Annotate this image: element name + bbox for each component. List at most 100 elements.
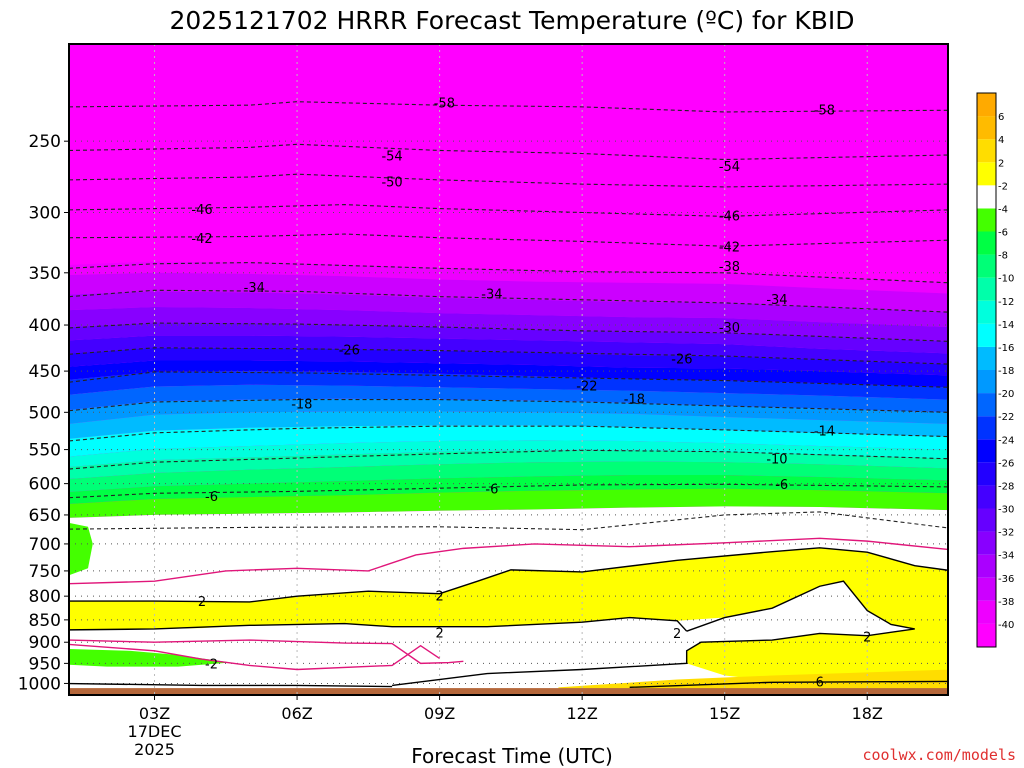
temperature-band [69, 261, 948, 294]
isotherm-label: -54 [381, 150, 402, 165]
isotherm-label: 2 [435, 590, 443, 605]
isotherm-line [69, 347, 948, 365]
temperature-band [69, 323, 948, 354]
isotherm-label: 2 [435, 626, 443, 641]
isotherm-label: -42 [191, 232, 212, 247]
temperature-band [69, 425, 948, 457]
isotherm-line [69, 399, 948, 413]
y-tick-label: 1000 [18, 674, 61, 694]
temperature-band [69, 335, 948, 365]
temperature-band [69, 371, 948, 400]
plot-field: -58 -58 -54 -54 -50 -46 -46 -42 -42 -38 -34 -34 -34 -… [69, 44, 948, 695]
x-tick-label: 12Z [566, 704, 597, 723]
colorbar-label: -20 [998, 389, 1014, 400]
y-axis: 2503003504004505005506006507007508008509… [18, 132, 69, 694]
colorbar-label: -24 [998, 435, 1014, 446]
isotherm-label: 2 [198, 595, 206, 610]
isotherm-label: -54 [719, 160, 740, 175]
isotherm-label: -6 [775, 478, 788, 493]
cold-pocket-upper [69, 522, 93, 576]
colorbar-swatch [977, 577, 996, 601]
colorbar-swatch [977, 93, 996, 117]
colorbar-swatch [977, 277, 996, 301]
colorbar-frame [976, 92, 997, 648]
isotherm-line-2c [392, 580, 915, 687]
freezing-line [69, 537, 948, 585]
isotherm-label: -2 [205, 658, 218, 673]
isotherm-label: -50 [381, 176, 402, 191]
isotherm-line [69, 425, 948, 442]
colorbar-label: -36 [998, 574, 1014, 585]
colorbar-label: -22 [998, 412, 1014, 423]
isotherm-label: -34 [766, 293, 787, 308]
y-tick-label: 300 [29, 204, 61, 224]
isotherm-label: -42 [719, 240, 740, 255]
isotherm-label: -30 [719, 321, 740, 336]
isotherm-label: -18 [291, 397, 312, 412]
isotherm-label: 6 [816, 675, 824, 690]
y-tick-label: 600 [29, 475, 61, 495]
colorbar-swatch [977, 485, 996, 509]
colorbar-swatch [977, 393, 996, 417]
isotherm-label: -6 [485, 482, 498, 497]
temperature-band [69, 488, 948, 518]
colorbar-label: -26 [998, 458, 1014, 469]
y-tick-label: 500 [29, 403, 61, 423]
isotherm-line-2c [69, 616, 688, 632]
colorbar-label: -34 [998, 551, 1014, 562]
colorbar-label: -32 [998, 528, 1014, 539]
warm-layer [69, 547, 948, 695]
isotherm-line [69, 449, 948, 470]
isotherm-label: -34 [244, 281, 265, 296]
isotherm-line [69, 371, 948, 388]
y-tick-label: 950 [29, 654, 61, 674]
isotherm-label: -22 [576, 379, 597, 394]
x-tick-label: 09Z [424, 704, 455, 723]
isotherm-line [69, 289, 948, 313]
colorbar-swatch [977, 116, 996, 140]
x-tick-label: 18Z [852, 704, 883, 723]
colorbar-swatch [977, 346, 996, 370]
isotherm-line-6c [629, 680, 948, 689]
colorbar-swatch [977, 208, 996, 232]
isotherm-label: -18 [624, 393, 645, 408]
y-tick-label: 250 [29, 132, 61, 152]
x-tick-label: 03Z [139, 704, 170, 723]
colorbar-swatch [977, 323, 996, 347]
colorbar-label: -4 [998, 204, 1008, 215]
y-tick-label: 900 [29, 633, 61, 653]
isotherm-label: 2 [673, 627, 681, 642]
colorbar-swatch [977, 600, 996, 624]
isotherm-label: -58 [434, 96, 455, 111]
chart-title: 2025121702 HRRR Forecast Temperature (ºC… [169, 6, 855, 35]
colorbar-label: 2 [998, 158, 1004, 169]
gridlines [69, 44, 948, 695]
colorbar-swatch [977, 231, 996, 255]
temperature-band [69, 450, 948, 480]
y-tick-label: 850 [29, 611, 61, 631]
isotherm-label: -26 [339, 344, 360, 359]
temperature-band [69, 398, 948, 424]
isotherm-label: -46 [191, 203, 212, 218]
y-tick-label: 750 [29, 562, 61, 582]
freezing-line [69, 643, 440, 671]
colorbar-label: -16 [998, 343, 1014, 354]
temperature-band [69, 291, 948, 327]
plot-frame [68, 43, 949, 696]
colorbar-label: 6 [998, 112, 1004, 123]
isotherm-line-2c [69, 682, 393, 688]
temperature-band [69, 461, 948, 493]
isotherm-line [69, 262, 948, 284]
colorbar-label: -38 [998, 597, 1014, 608]
colorbar-label: -28 [998, 481, 1014, 492]
isotherm-line [69, 511, 948, 531]
temperature-band [69, 475, 948, 504]
y-tick-label: 350 [29, 264, 61, 284]
isotherm-label: -38 [719, 260, 740, 275]
colorbar-swatch [977, 531, 996, 555]
isotherm-label: -10 [766, 452, 787, 467]
temperature-band [69, 440, 948, 467]
y-tick-label: 450 [29, 362, 61, 382]
isotherm-label: -26 [671, 353, 692, 368]
isotherm-label: -6 [205, 490, 218, 505]
